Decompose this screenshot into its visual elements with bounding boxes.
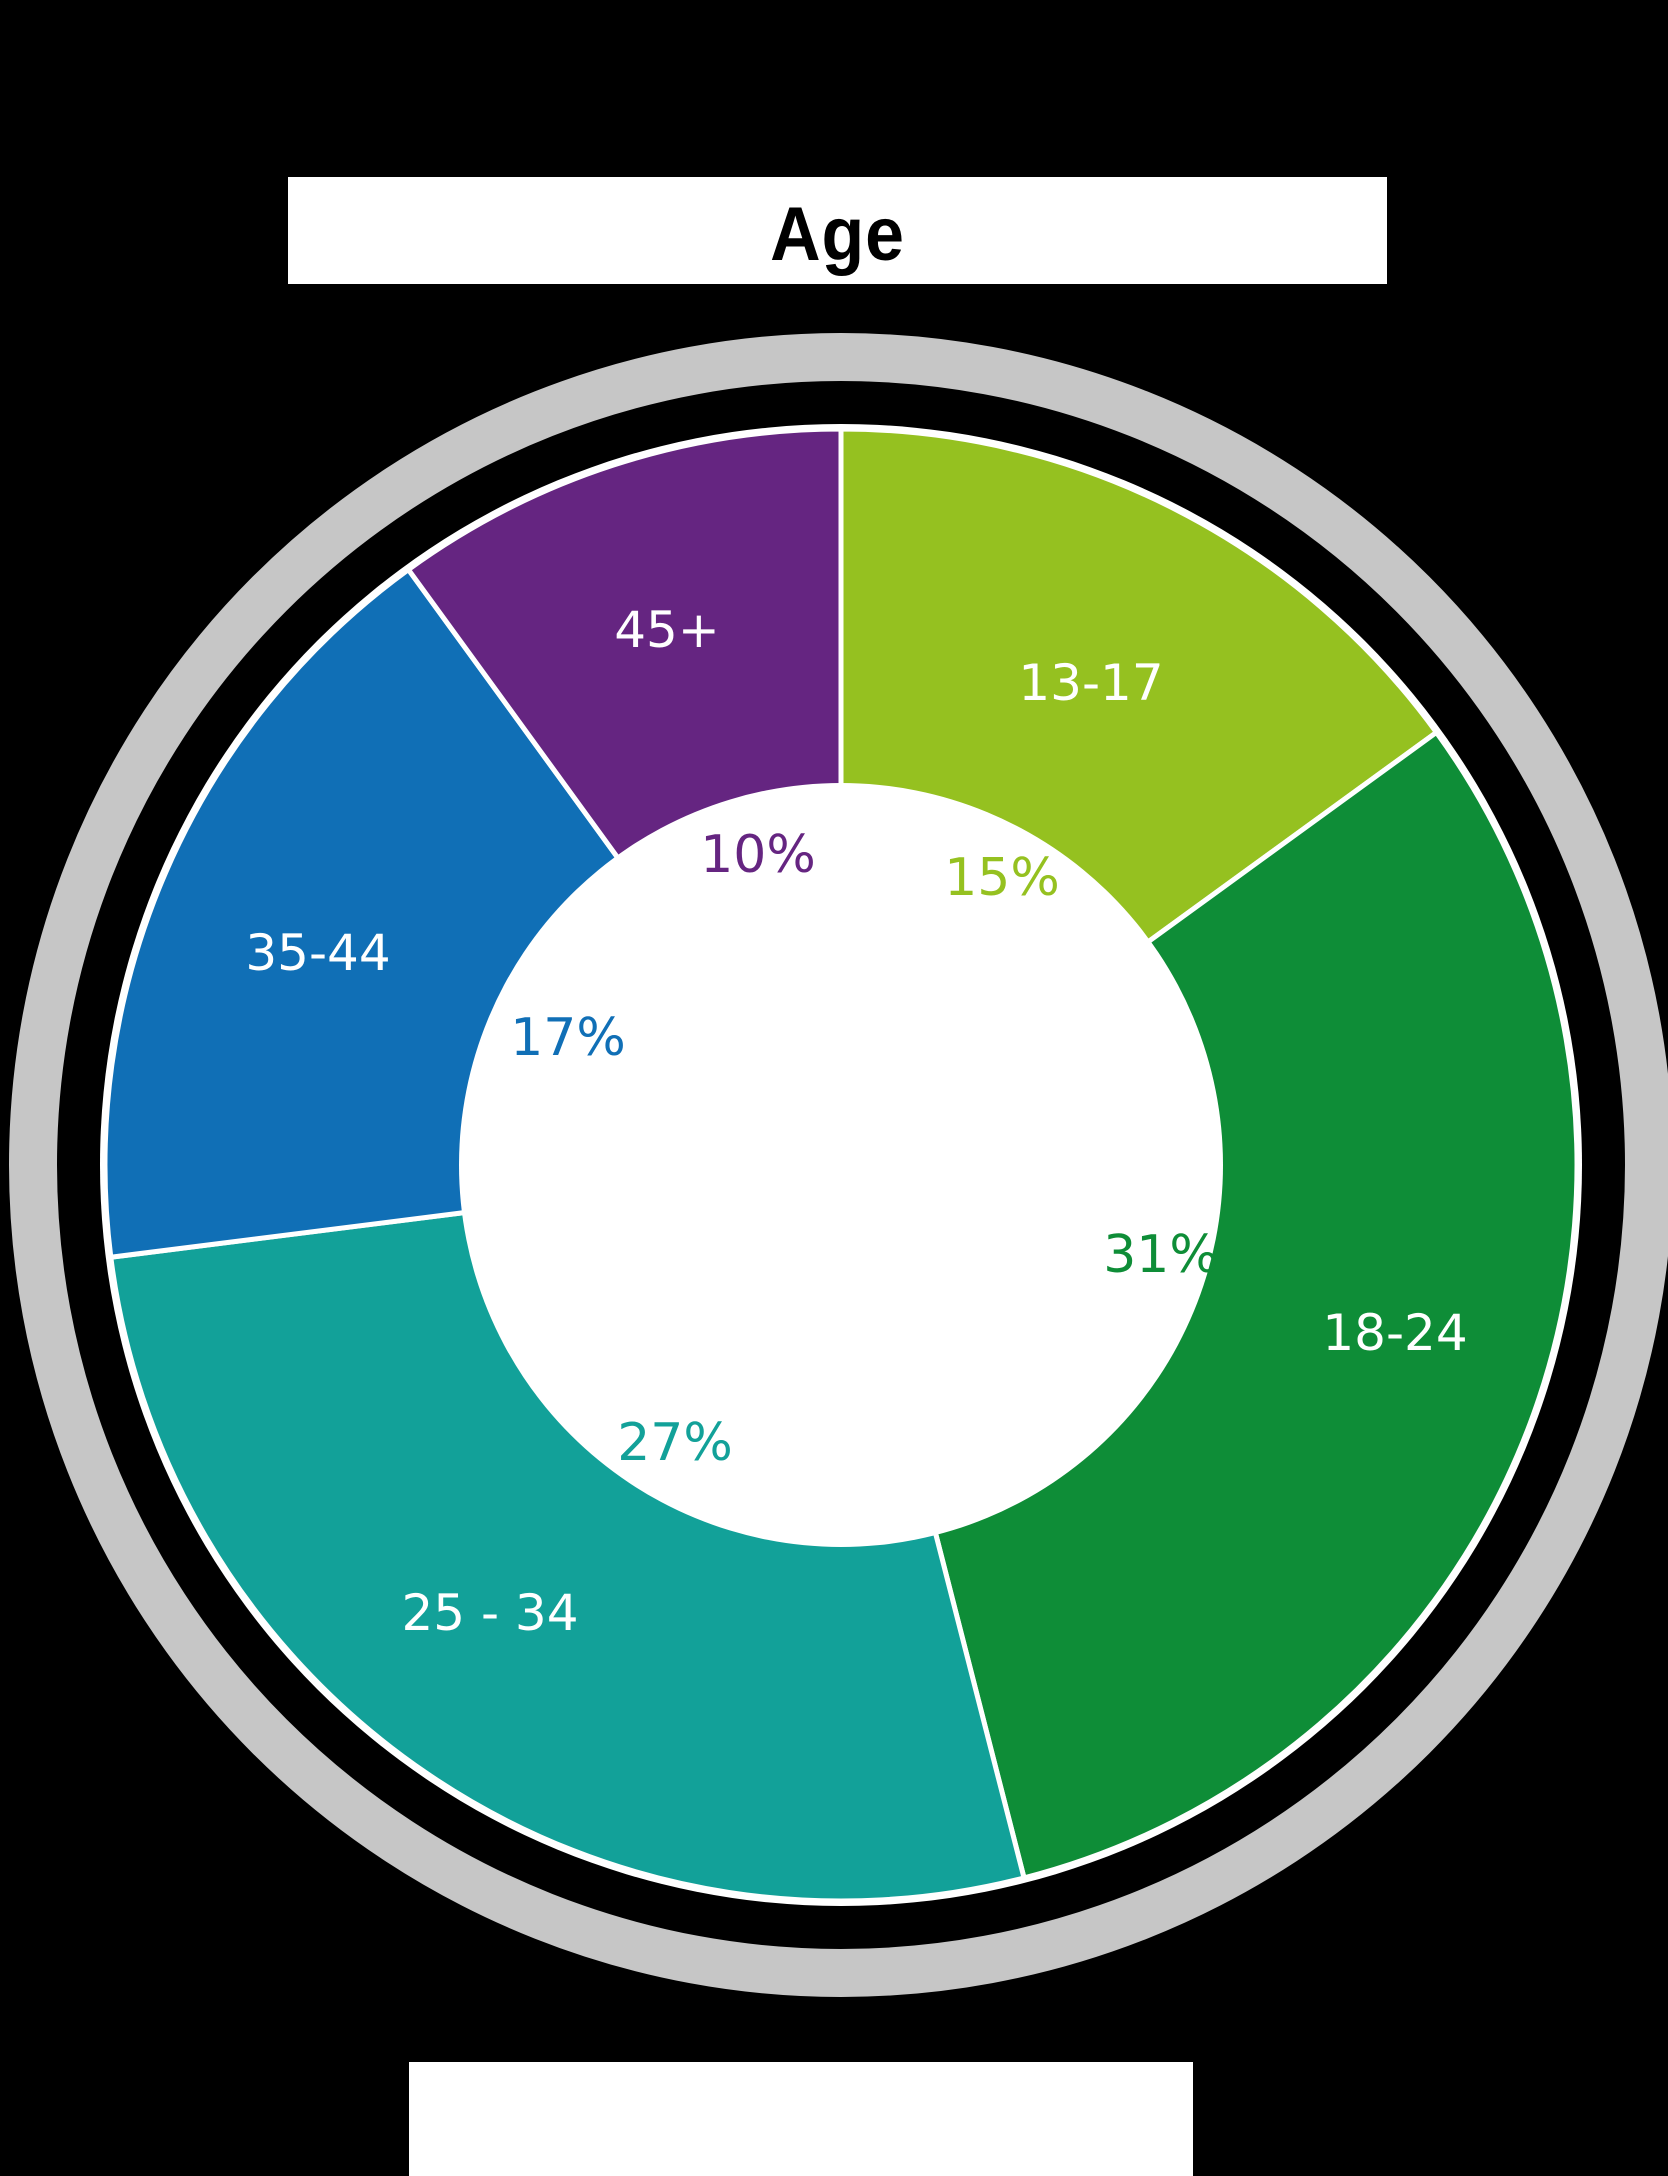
chart-title: Age bbox=[770, 192, 905, 277]
slice-label-25-34: 25 - 34 bbox=[401, 1584, 578, 1642]
pct-label-25-34: 27% bbox=[617, 1413, 733, 1473]
outer-ring bbox=[9, 333, 1668, 1997]
donut-hole bbox=[459, 783, 1223, 1547]
slice-label-18-24: 18-24 bbox=[1322, 1304, 1467, 1362]
pct-label-13-17: 15% bbox=[944, 848, 1060, 908]
donut-slice-18-24 bbox=[838, 728, 1580, 1881]
footer-box bbox=[409, 2062, 1193, 2176]
slice-label-13-17: 13-17 bbox=[1018, 654, 1163, 712]
slice-label-35-44: 35-44 bbox=[245, 924, 390, 982]
pct-label-18-24: 31% bbox=[1103, 1225, 1219, 1285]
chart-title-box: Age bbox=[288, 177, 1387, 284]
slice-label-45-plus: 45+ bbox=[614, 601, 720, 659]
pct-label-35-44: 17% bbox=[510, 1008, 626, 1068]
pct-label-45-plus: 10% bbox=[700, 825, 816, 885]
